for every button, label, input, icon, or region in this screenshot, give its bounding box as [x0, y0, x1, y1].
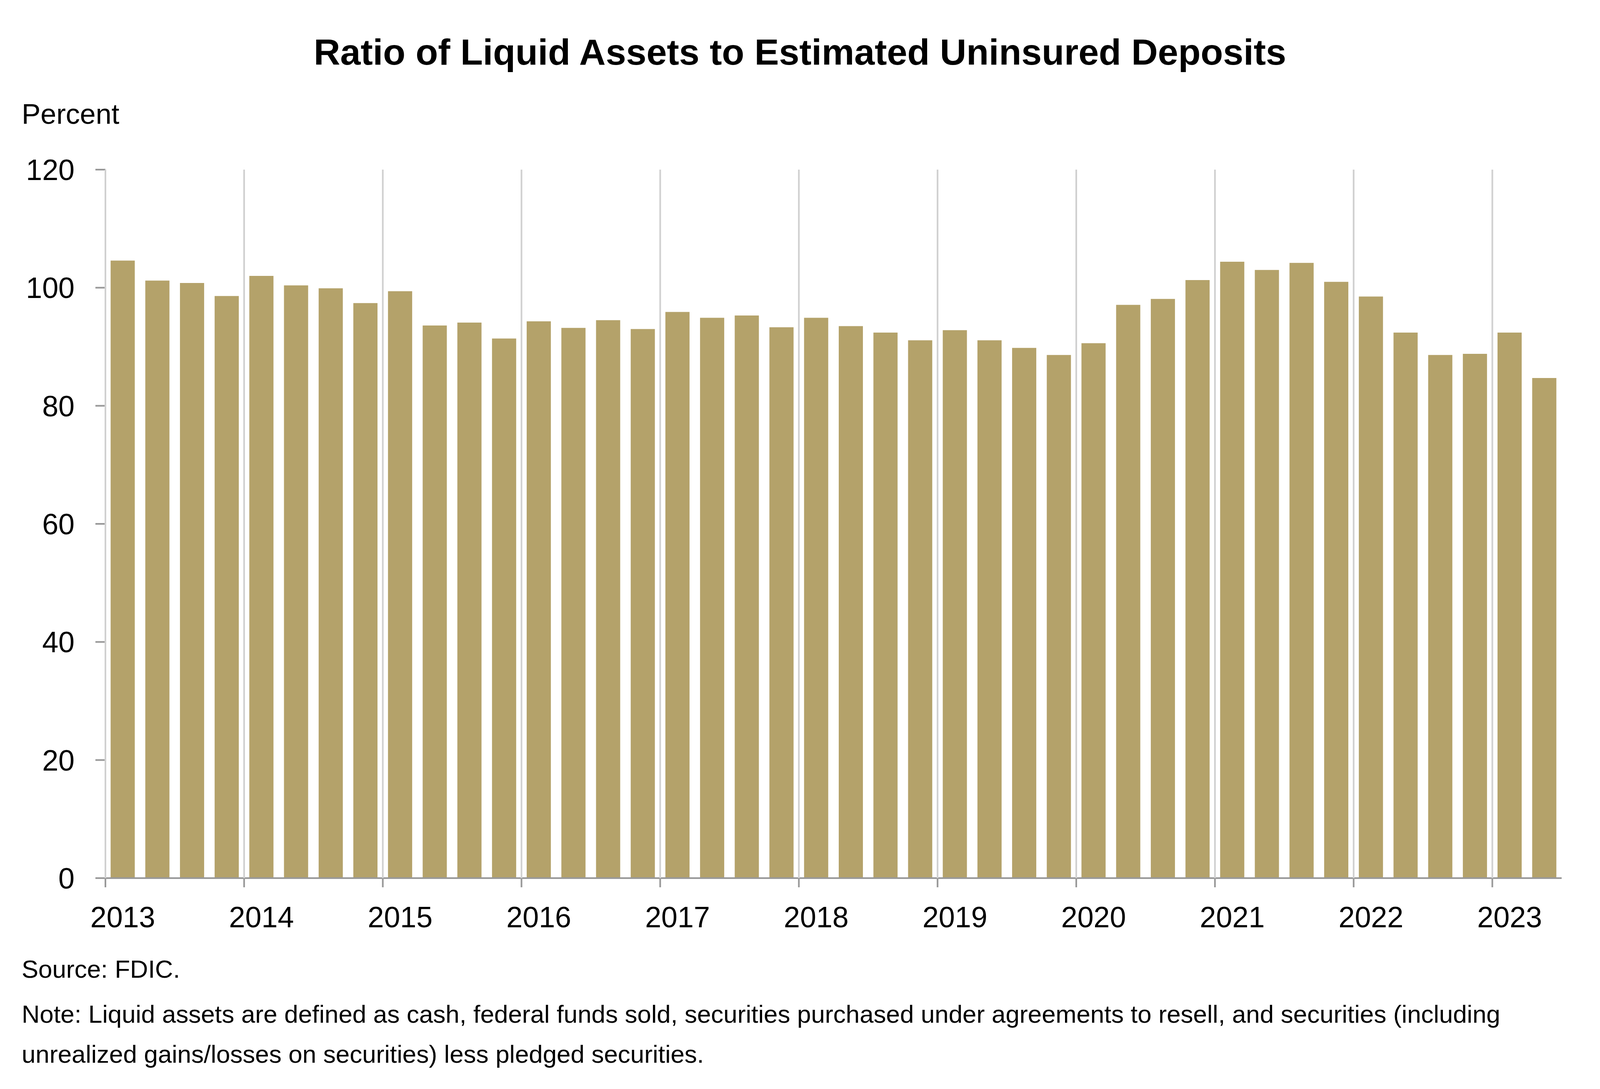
svg-text:2014: 2014 — [229, 900, 295, 934]
svg-text:60: 60 — [42, 507, 75, 541]
svg-text:20: 20 — [42, 744, 75, 777]
svg-text:2019: 2019 — [922, 900, 988, 934]
html-text:Note: Liquid assets are define: Note: Liquid assets are defined as cash,… — [21, 1000, 1501, 1068]
svg-text:2022: 2022 — [1338, 900, 1404, 934]
svg-text:2023: 2023 — [1477, 900, 1543, 934]
svg-text:2017: 2017 — [645, 900, 710, 934]
svg-text:80: 80 — [42, 390, 75, 423]
svg-text:100: 100 — [25, 271, 75, 305]
svg-text:2015: 2015 — [367, 900, 433, 934]
svg-text:2018: 2018 — [783, 900, 849, 934]
html-text:Source: FDIC.: Source: FDIC. — [21, 955, 181, 983]
svg-text:2016: 2016 — [506, 900, 572, 934]
svg-text:2021: 2021 — [1200, 900, 1265, 934]
html-text:Ratio of Liquid Assets to Esti: Ratio of Liquid Assets to Estimated Unin… — [313, 31, 1287, 73]
svg-text:2020: 2020 — [1061, 900, 1127, 934]
svg-text:40: 40 — [42, 625, 75, 659]
html-text:Percent: Percent — [21, 97, 120, 130]
svg-text:120: 120 — [25, 153, 75, 187]
svg-text:0: 0 — [58, 862, 75, 895]
svg-text:2013: 2013 — [90, 900, 156, 934]
